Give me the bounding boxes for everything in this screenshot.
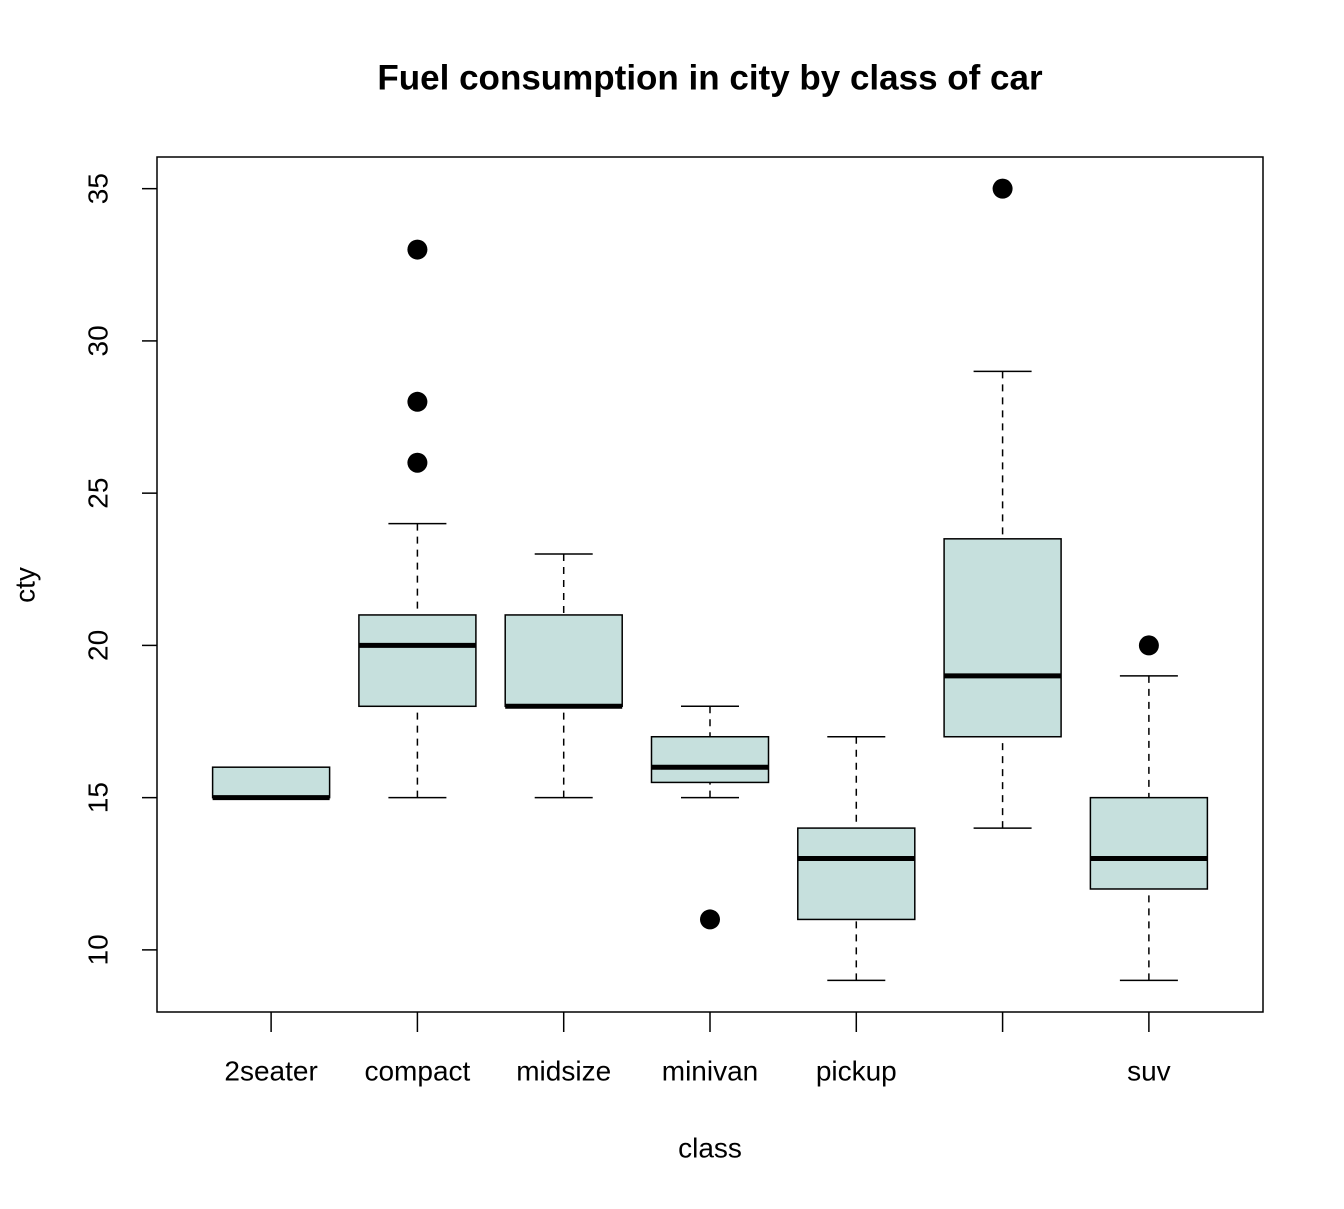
box <box>211 766 331 799</box>
y-tick-label: 25 <box>82 478 113 509</box>
box <box>650 735 770 784</box>
outlier <box>700 909 720 930</box>
y-tick-label: 35 <box>82 173 113 204</box>
chart-title: Fuel consumption in city by class of car <box>377 58 1043 97</box>
x-tick-label: minivan <box>662 1055 758 1086</box>
box <box>504 614 623 708</box>
outlier <box>1138 635 1159 656</box>
x-tick-label: compact <box>364 1055 470 1086</box>
y-tick-label: 15 <box>82 782 113 813</box>
x-tick-label: 2seater <box>224 1055 317 1086</box>
box <box>1089 796 1209 890</box>
box <box>358 614 477 708</box>
y-tick-label: 20 <box>82 630 113 661</box>
box <box>943 538 1062 738</box>
x-tick-label: suv <box>1127 1055 1171 1086</box>
outlier <box>407 239 428 260</box>
outlier <box>407 452 428 473</box>
outlier <box>407 391 428 412</box>
x-axis-label: class <box>678 1132 742 1163</box>
y-tick-label: 30 <box>82 325 113 356</box>
outlier <box>992 178 1013 199</box>
x-tick-label: midsize <box>516 1055 611 1086</box>
y-axis-label: cty <box>9 567 40 603</box>
y-tick-label: 10 <box>82 934 113 965</box>
box <box>797 827 916 921</box>
x-tick-label: pickup <box>816 1055 897 1086</box>
